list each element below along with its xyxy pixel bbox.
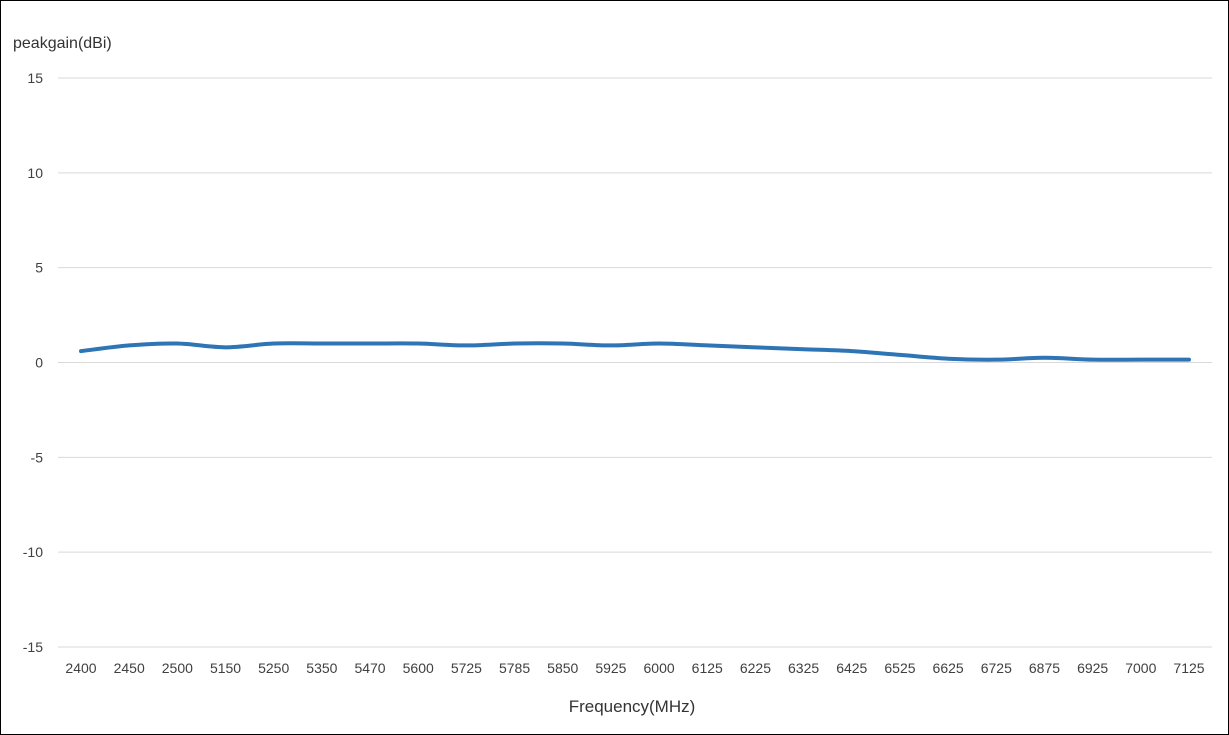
gridlines [58, 77, 1212, 648]
x-tick-labels: 2400 2450 2500 5150 5250 5350 5470 5600 5725 5785… [65, 660, 1204, 676]
y-tick-label: -10 [23, 544, 43, 560]
x-tick-label: 5725 [451, 660, 482, 676]
x-tick-label: 5250 [258, 660, 289, 676]
y-axis-title: peakgain(dBi) [13, 35, 112, 52]
x-tick-label: 5350 [306, 660, 337, 676]
x-tick-label: 6525 [884, 660, 915, 676]
x-tick-label: 5470 [354, 660, 385, 676]
y-tick-label: -15 [23, 639, 43, 655]
x-tick-label: 7000 [1125, 660, 1156, 676]
x-tick-label: 6000 [644, 660, 675, 676]
x-tick-label: 2400 [65, 660, 96, 676]
x-tick-label: 2450 [114, 660, 145, 676]
x-tick-label: 5600 [403, 660, 434, 676]
x-tick-label: 6925 [1077, 660, 1108, 676]
x-tick-label: 6425 [836, 660, 867, 676]
x-tick-label: 7125 [1173, 660, 1204, 676]
x-tick-label: 6725 [981, 660, 1012, 676]
x-tick-label: 5150 [210, 660, 241, 676]
x-tick-label: 6625 [933, 660, 964, 676]
series-line [79, 341, 1191, 362]
x-axis-title: Frequency(MHz) [569, 697, 696, 716]
x-tick-label: 6225 [740, 660, 771, 676]
y-tick-label: -5 [31, 449, 44, 465]
series-group [79, 341, 1191, 362]
y-tick-label: 5 [35, 260, 43, 276]
x-tick-label: 6875 [1029, 660, 1060, 676]
x-tick-label: 5785 [499, 660, 530, 676]
x-tick-label: 5925 [595, 660, 626, 676]
x-tick-label: 5850 [547, 660, 578, 676]
y-tick-labels: 15 10 5 0 -5 -10 -15 [23, 70, 43, 655]
x-tick-label: 2500 [162, 660, 193, 676]
y-tick-label: 15 [27, 70, 43, 86]
y-tick-label: 10 [27, 165, 43, 181]
x-tick-label: 6325 [788, 660, 819, 676]
x-tick-label: 6125 [692, 660, 723, 676]
y-tick-label: 0 [35, 355, 43, 371]
